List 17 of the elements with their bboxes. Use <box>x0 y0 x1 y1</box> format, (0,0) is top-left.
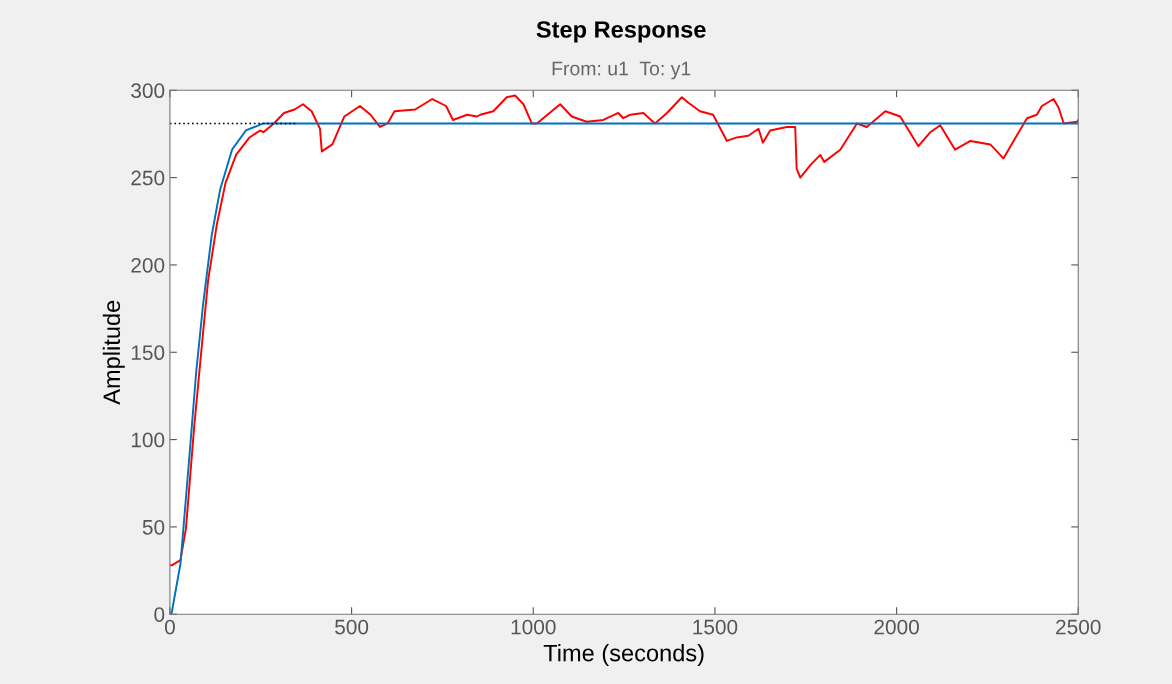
x-tick-label: 0 <box>164 619 175 635</box>
y-tick-label: 250 <box>131 170 165 186</box>
y-axis-title: Amplitude <box>102 300 125 405</box>
y-tick-label: 100 <box>131 432 165 448</box>
chart-title: Step Response <box>536 21 706 43</box>
x-axis-title: Time (seconds) <box>543 644 704 667</box>
x-tick-label: 1500 <box>693 619 738 635</box>
x-tick-label: 1000 <box>511 619 556 635</box>
y-tick-label: 300 <box>131 83 165 99</box>
y-tick-label: 150 <box>131 345 165 361</box>
y-tick-label: 0 <box>154 607 165 622</box>
y-tick-label: 200 <box>131 257 165 273</box>
x-tick-label: 500 <box>335 619 369 635</box>
chart-subtitle: From: u1 To: y1 <box>552 61 691 80</box>
x-tick-label: 2500 <box>1056 619 1101 635</box>
x-tick-label: 2000 <box>874 619 919 635</box>
y-tick-label: 50 <box>142 519 165 535</box>
